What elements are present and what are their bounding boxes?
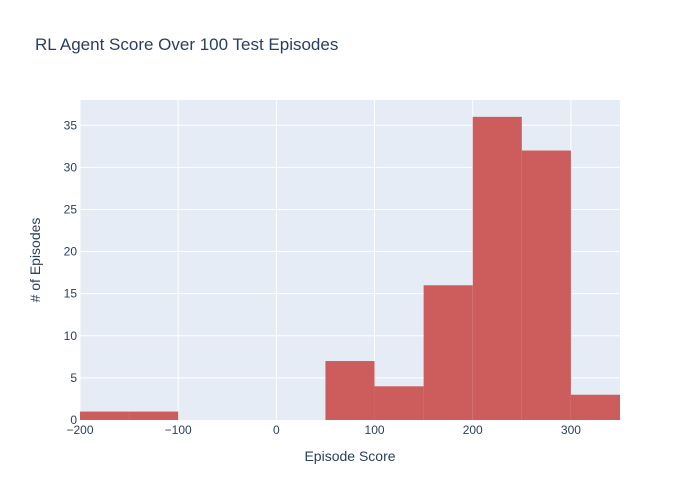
histogram-bar [472, 116, 522, 420]
x-axis-title: Episode Score [304, 448, 395, 464]
x-tick-label: 100 [365, 423, 385, 437]
x-tick-label: −100 [165, 423, 192, 437]
y-tick-label: 35 [64, 118, 78, 132]
histogram-bar [570, 394, 620, 420]
histogram-bar [129, 411, 179, 420]
histogram-bar [325, 361, 375, 420]
y-tick-label: 20 [64, 245, 78, 259]
y-tick-label: 15 [64, 287, 78, 301]
histogram-bar [423, 285, 473, 420]
x-tick-label: −200 [66, 423, 93, 437]
y-axis-title: # of Episodes [27, 218, 43, 303]
x-axis-ticks: −200 −100 0 100 200 300 [66, 423, 581, 437]
x-tick-label: 200 [463, 423, 483, 437]
chart-title: RL Agent Score Over 100 Test Episodes [35, 35, 338, 54]
y-axis-ticks: 0 5 10 15 20 25 30 35 [64, 118, 78, 427]
y-tick-label: 5 [70, 371, 77, 385]
histogram-bar [521, 150, 571, 421]
y-tick-label: 30 [64, 160, 78, 174]
x-tick-label: 300 [561, 423, 581, 437]
bars [80, 116, 620, 421]
x-tick-label: 0 [273, 423, 280, 437]
histogram-bar [374, 386, 424, 420]
y-tick-label: 25 [64, 202, 78, 216]
histogram-bar [80, 411, 130, 420]
y-tick-label: 10 [64, 329, 78, 343]
y-tick-label: 0 [70, 413, 77, 427]
